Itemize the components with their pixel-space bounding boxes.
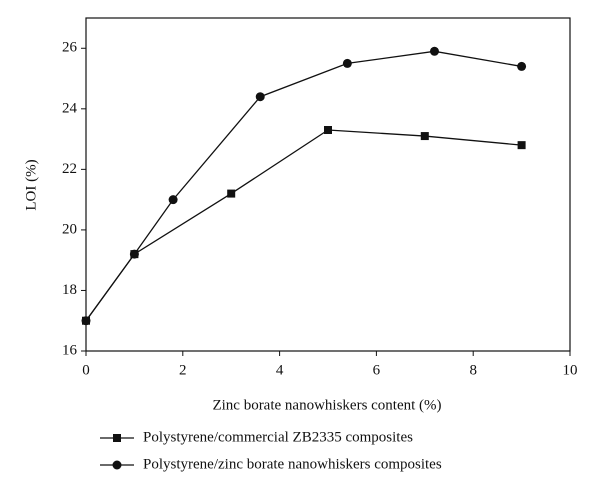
marker (517, 61, 527, 71)
x-tick-label: 10 (563, 362, 578, 378)
legend-marker (112, 460, 122, 470)
y-tick-label: 18 (62, 282, 77, 298)
legend-marker (113, 434, 121, 442)
y-tick-label: 22 (62, 161, 77, 177)
marker (255, 92, 265, 102)
marker (324, 126, 332, 135)
x-tick-label: 2 (179, 362, 187, 378)
x-tick-label: 6 (373, 362, 381, 378)
legend-label: Polystyrene/zinc borate nanowhiskers com… (143, 456, 442, 472)
plot-frame (85, 17, 571, 352)
marker (129, 249, 139, 259)
y-tick-label: 16 (62, 342, 78, 358)
series-line (85, 50, 522, 322)
marker (227, 189, 236, 198)
x-tick-label: 8 (469, 362, 477, 378)
marker (429, 46, 439, 56)
x-axis-label: Zinc borate nanowhiskers content (%) (212, 397, 441, 413)
marker (81, 316, 91, 326)
series-line (85, 129, 522, 322)
y-tick-label: 20 (62, 221, 77, 237)
y-tick-label: 24 (62, 100, 78, 116)
marker (342, 58, 352, 68)
y-axis-label: LOI (%) (23, 159, 39, 210)
legend-label: Polystyrene/commercial ZB2335 composites (143, 429, 413, 445)
y-tick-label: 26 (62, 40, 78, 56)
marker (517, 141, 526, 150)
marker (420, 132, 429, 141)
x-tick-label: 0 (82, 362, 90, 378)
x-tick-label: 4 (276, 362, 284, 378)
marker (168, 195, 178, 205)
